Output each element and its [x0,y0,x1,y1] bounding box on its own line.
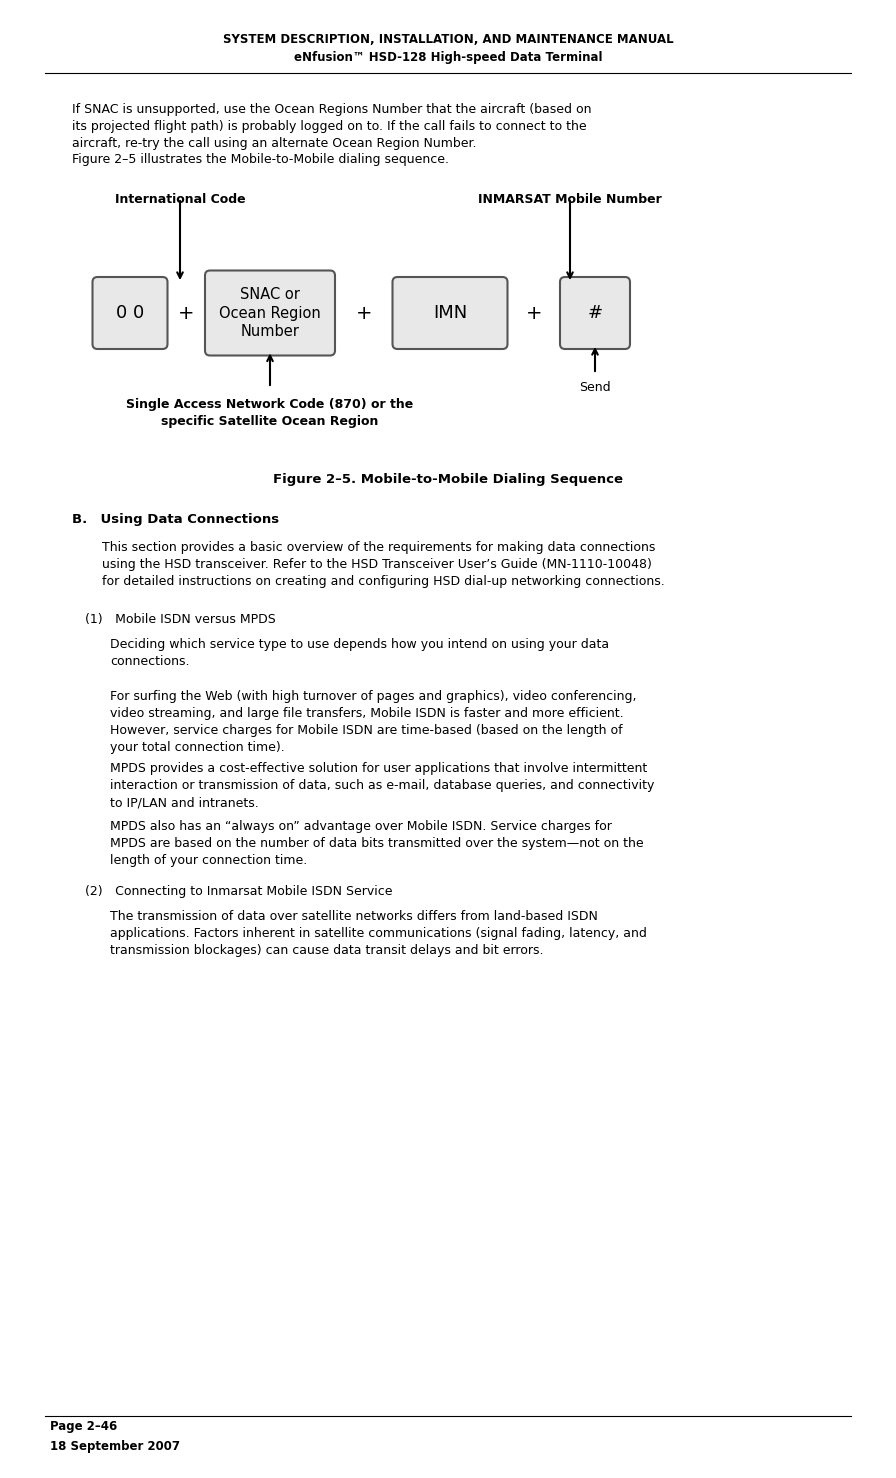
Text: (2) Connecting to Inmarsat Mobile ISDN Service: (2) Connecting to Inmarsat Mobile ISDN S… [85,885,392,899]
Text: MPDS also has an “always on” advantage over Mobile ISDN. Service charges for
MPD: MPDS also has an “always on” advantage o… [110,820,643,868]
FancyBboxPatch shape [205,270,335,356]
FancyBboxPatch shape [92,276,168,349]
Text: INMARSAT Mobile Number: INMARSAT Mobile Number [478,194,662,205]
Text: IMN: IMN [433,304,467,322]
Text: SYSTEM DESCRIPTION, INSTALLATION, AND MAINTENANCE MANUAL: SYSTEM DESCRIPTION, INSTALLATION, AND MA… [223,33,673,46]
Text: (1) Mobile ISDN versus MPDS: (1) Mobile ISDN versus MPDS [85,613,276,627]
Text: 18 September 2007: 18 September 2007 [50,1440,180,1453]
Text: International Code: International Code [115,194,246,205]
Text: +: + [525,303,542,322]
Text: eNfusion™ HSD-128 High-speed Data Terminal: eNfusion™ HSD-128 High-speed Data Termin… [294,52,602,64]
Text: MPDS provides a cost-effective solution for user applications that involve inter: MPDS provides a cost-effective solution … [110,763,654,808]
FancyBboxPatch shape [560,276,630,349]
Text: Send: Send [579,381,611,395]
Text: Page 2–46: Page 2–46 [50,1420,117,1434]
Text: 0 0: 0 0 [116,304,144,322]
Text: #: # [588,304,603,322]
Text: Deciding which service type to use depends how you intend on using your data
con: Deciding which service type to use depen… [110,638,609,668]
Text: For surfing the Web (with high turnover of pages and graphics), video conferenci: For surfing the Web (with high turnover … [110,690,636,754]
Text: SNAC or
Ocean Region
Number: SNAC or Ocean Region Number [220,287,321,338]
Text: +: + [178,303,194,322]
Text: B. Using Data Connections: B. Using Data Connections [72,513,280,526]
Text: Figure 2–5. Mobile-to-Mobile Dialing Sequence: Figure 2–5. Mobile-to-Mobile Dialing Seq… [273,473,623,486]
Text: If SNAC is unsupported, use the Ocean Regions Number that the aircraft (based on: If SNAC is unsupported, use the Ocean Re… [72,103,591,149]
Text: This section provides a basic overview of the requirements for making data conne: This section provides a basic overview o… [102,541,665,588]
Text: Figure 2–5 illustrates the Mobile-to-Mobile dialing sequence.: Figure 2–5 illustrates the Mobile-to-Mob… [72,154,449,166]
Text: +: + [356,303,372,322]
FancyBboxPatch shape [392,276,507,349]
Text: Single Access Network Code (870) or the
specific Satellite Ocean Region: Single Access Network Code (870) or the … [126,398,414,429]
Text: The transmission of data over satellite networks differs from land-based ISDN
ap: The transmission of data over satellite … [110,910,647,956]
